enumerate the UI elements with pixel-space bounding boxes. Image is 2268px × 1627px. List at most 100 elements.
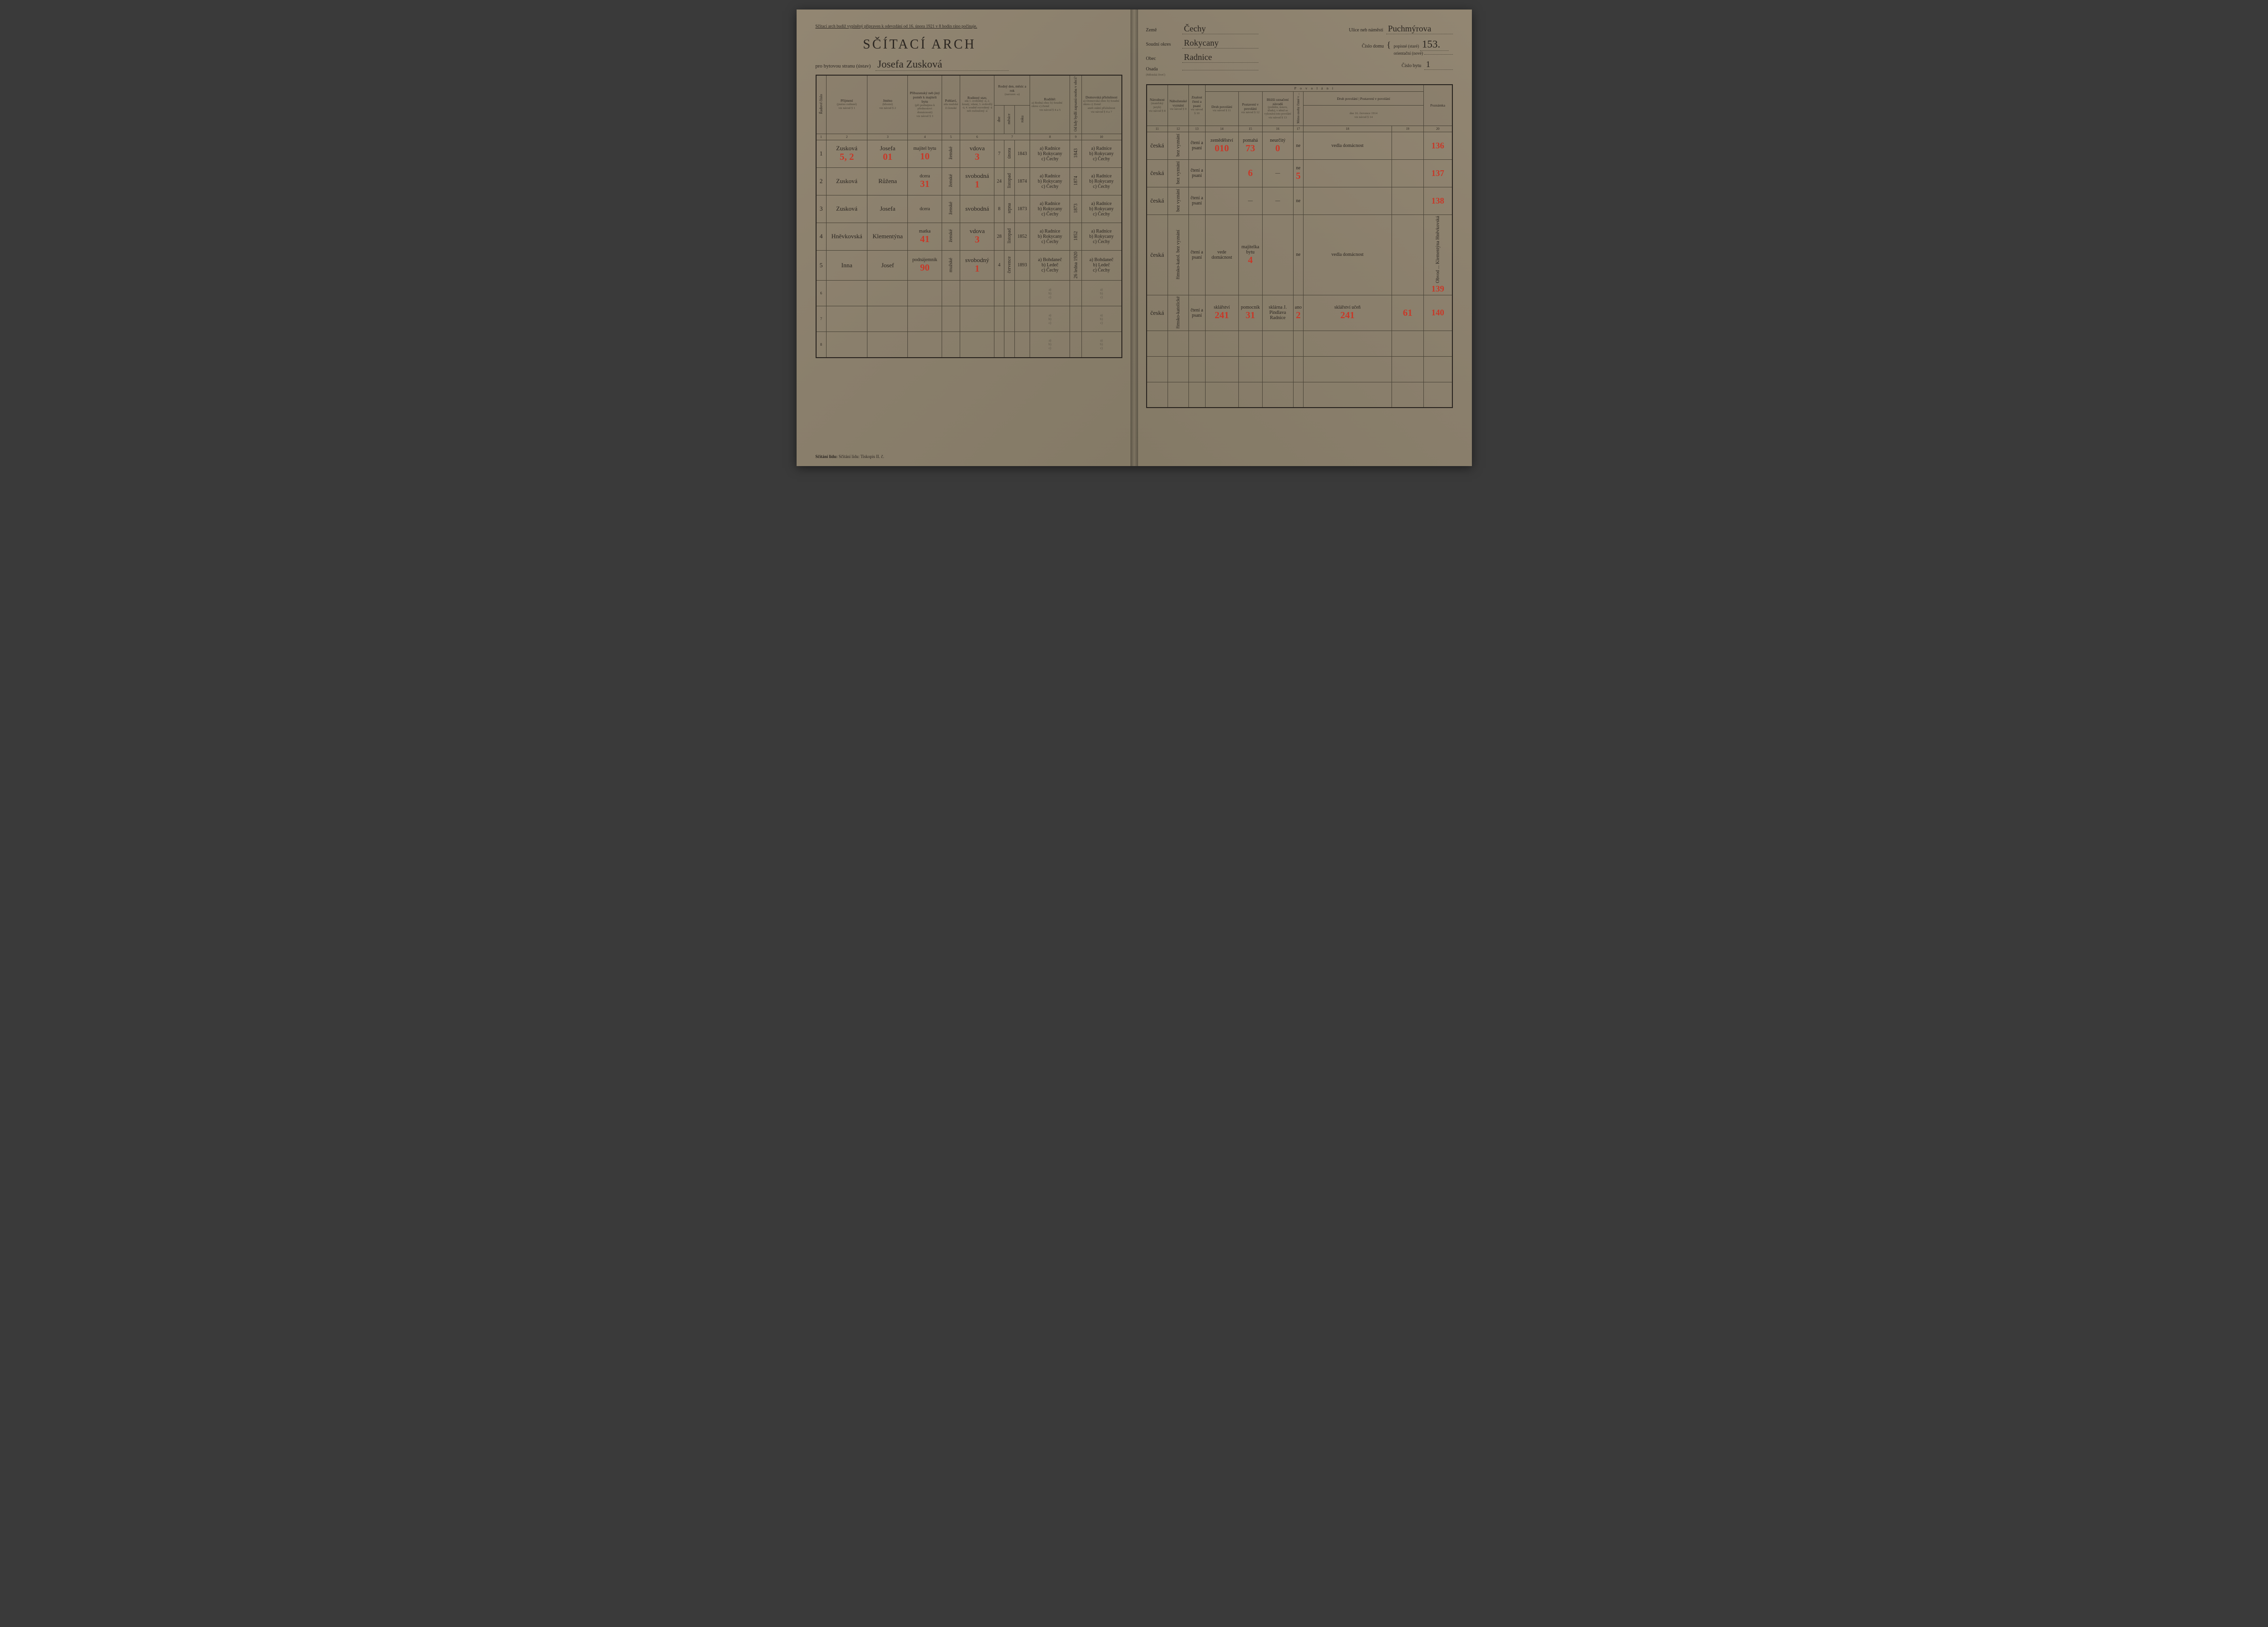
spine-shadow-right [1134, 10, 1138, 466]
zeme-row: Země Čechy [1146, 24, 1258, 34]
col11-sub: (mateřský jazyk) [1149, 102, 1167, 109]
col2-note: viz návod § 1 [828, 107, 866, 110]
cislo-bytu-label: Číslo bytu [1402, 63, 1421, 68]
col17-sub: Mimo osoby činné v ... [1296, 93, 1300, 124]
obec-value: Radnice [1182, 52, 1258, 63]
osada-row: Osada (Městská čtvrť) [1146, 67, 1258, 77]
colnum-5: 5 [942, 134, 960, 140]
povolani-header: P o v o l á n í [1205, 85, 1423, 92]
table-row: 2 Zusková Růžena dcera31 ženské svobodná… [816, 167, 1122, 195]
colnum-4: 4 [908, 134, 942, 140]
table-row [1147, 331, 1452, 356]
col3-title: Jméno [869, 98, 906, 103]
orientacni-label: orientační (nové) [1394, 51, 1423, 56]
col9-title: Od kdy bydlí zapsaná osoba v obci? [1073, 77, 1078, 132]
household-head: Josefa Zusková [876, 58, 1009, 71]
popisne-value: 153. [1420, 38, 1449, 51]
col12-note: viz návod § 9 [1169, 107, 1187, 111]
main-title: SČÍTACÍ ARCH [863, 37, 1122, 52]
osada-label: Osada (Městská čtvrť) [1146, 67, 1179, 77]
census-table-right: Národnost (mateřský jazyk) viz návod § 8… [1146, 84, 1453, 408]
col4-title: Příbuzenský neb jiný poměr k majiteli by… [909, 91, 940, 104]
col20-title: Poznámka [1424, 85, 1452, 126]
okres-label: Soudní okres [1146, 42, 1179, 47]
cislo-bytu-row: Číslo bytu 1 [1402, 59, 1452, 70]
col10-title: Domovská příslušnost [1083, 95, 1120, 99]
col16-note: viz návod § 13 [1264, 116, 1292, 120]
col4-note: viz návod § 3 [909, 115, 940, 118]
cislo-domu-label: Číslo domu [1362, 44, 1383, 49]
table-row: česká bez vyznání čtení a psaní 6 — ne5 … [1147, 159, 1452, 187]
col8-sub: a) Rodná obec b) Soudní okres c) Země [1032, 101, 1068, 109]
colnum-11: 11 [1147, 126, 1168, 132]
col6-sub: zda 1. svobodný -á, 2. ženatý, vdaná, 3.… [962, 100, 993, 114]
table-row: 6 a)b)c)a)b)c) [816, 281, 1122, 306]
ulice-value: Puchmýrova [1386, 24, 1453, 34]
colnum-17: 17 [1293, 126, 1303, 132]
table-row: česká bez vyznání čtení a psaní — — ne 1… [1147, 187, 1452, 214]
col3-sub: (křestní) [869, 103, 906, 107]
table-row: česká bez vyznání čtení a psaní zeměděls… [1147, 132, 1452, 159]
header-right-group: Ulice neb náměstí Puchmýrova Číslo domu … [1349, 24, 1452, 77]
table-header-right: Národnost (mateřský jazyk) viz návod § 8… [1147, 85, 1452, 132]
col3-note: viz návod § 2 [869, 107, 906, 110]
colnum-19: 19 [1392, 126, 1423, 132]
subtitle-prefix: pro bytovou stranu (ústav) [816, 63, 871, 69]
colnum-16: 16 [1262, 126, 1293, 132]
col7-dne: dne [997, 117, 1002, 122]
table-row [1147, 356, 1452, 382]
table-row: 4 Hněvkovská Klementýna matka41 ženské v… [816, 223, 1122, 250]
ulice-label: Ulice neb náměstí [1349, 28, 1383, 33]
col7-title: Rodný den, měsíc a rok [996, 84, 1028, 93]
footer-left: Sčítání lidu: Sčítání lidu: Tiskopis II.… [816, 454, 885, 459]
colnum-12: 12 [1168, 126, 1189, 132]
ulice-row: Ulice neb náměstí Puchmýrova [1349, 24, 1452, 34]
right-page: Země Čechy Soudní okres Rokycany Obec Ra… [1134, 10, 1472, 466]
col13-title: Znalost čtení a psaní [1190, 95, 1204, 108]
col10-sub2: aneb státní příslušnost [1083, 107, 1120, 110]
zeme-value: Čechy [1182, 24, 1258, 34]
colnum-2: 2 [826, 134, 867, 140]
house-num-box: popisné (staré) 153. orientační (nové) [1394, 38, 1453, 56]
table-row: 3 Zusková Josefa dcera ženské svobodná 8… [816, 195, 1122, 223]
col18-19-note: viz návod § 14 [1305, 116, 1422, 119]
colnum-14: 14 [1205, 126, 1238, 132]
col2-sub: (jméno rodinné) [828, 103, 866, 107]
table-body-left: 1 Zusková5, 2 Josefa01 majitel bytu10 že… [816, 140, 1122, 358]
colnum-10: 10 [1081, 134, 1121, 140]
col-num-row-left: 1 2 3 4 5 6 7 8 9 10 [816, 134, 1122, 140]
colnum-7: 7 [994, 134, 1030, 140]
col11-note: viz návod § 8 [1149, 109, 1167, 113]
col8-title: Rodiště: [1032, 97, 1068, 101]
col14-title: Druh povolání [1207, 105, 1237, 109]
col10-note: viz návod § 4 a 7 [1083, 110, 1120, 114]
col8-note: viz návod § 4 a 5 [1032, 108, 1068, 112]
census-table-left: Řadové číslo Příjmení (jméno rodinné) vi… [816, 75, 1122, 358]
header-left-group: Země Čechy Soudní okres Rokycany Obec Ra… [1146, 24, 1258, 77]
top-instruction: Sčítací arch budiž vyplněný připraven k … [816, 24, 1122, 29]
table-row: česká římsko-katolické čtení a psaní skl… [1147, 295, 1452, 331]
col16-title: Bližší označení závodů [1264, 97, 1292, 106]
spine-shadow-left [1130, 10, 1134, 466]
title-block: SČÍTACÍ ARCH [816, 37, 1122, 52]
cislo-domu-row: Číslo domu { popisné (staré) 153. orient… [1362, 38, 1452, 56]
popisne-label: popisné (staré) [1394, 44, 1419, 49]
col13-note: viz návod § 10 [1190, 108, 1204, 116]
cislo-bytu-value: 1 [1424, 59, 1453, 70]
table-row [1147, 382, 1452, 408]
col10-sub: a) Domovská obec b) Soudní okres c) Země [1083, 99, 1120, 107]
zeme-label: Země [1146, 28, 1179, 33]
col18-19-title: Druh povolání | Postavení v povolání [1305, 97, 1422, 101]
obec-row: Obec Radnice [1146, 52, 1258, 63]
col15-note: viz návod § 12 [1240, 111, 1261, 115]
okres-row: Soudní okres Rokycany [1146, 38, 1258, 49]
col11-title: Národnost [1149, 97, 1167, 102]
header-fields: Země Čechy Soudní okres Rokycany Obec Ra… [1146, 24, 1453, 77]
col4-sub: (při podnájmu k přednostovi domácnosti) [909, 104, 940, 115]
col5-title: Pohlaví, [944, 98, 958, 103]
col1-header: Řadové číslo [819, 94, 824, 114]
colnum-9: 9 [1070, 134, 1081, 140]
col5-sub: zda mužské či ženské [944, 103, 958, 110]
table-row: 1 Zusková5, 2 Josefa01 majitel bytu10 že… [816, 140, 1122, 167]
obec-label: Obec [1146, 56, 1179, 61]
